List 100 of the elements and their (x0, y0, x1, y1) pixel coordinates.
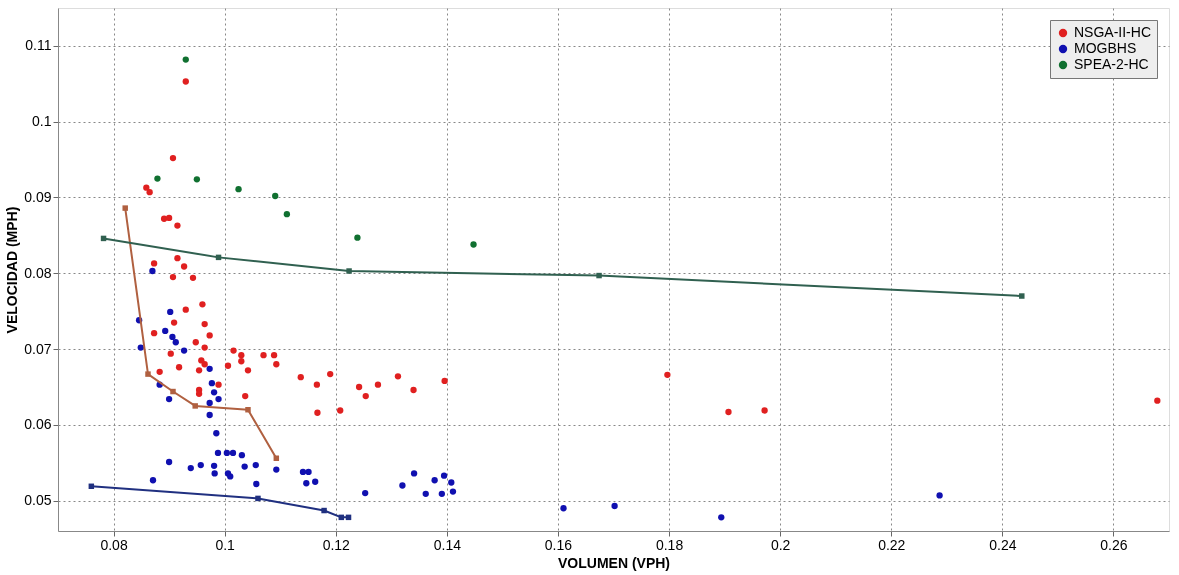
point (174, 254, 181, 262)
point (215, 381, 222, 388)
point (337, 407, 344, 414)
point (438, 490, 446, 498)
point (150, 330, 158, 337)
point (169, 154, 177, 162)
legend-label: NSGA-II-HC (1074, 24, 1151, 40)
point (272, 192, 279, 200)
point (199, 301, 206, 308)
point (192, 339, 199, 346)
point (244, 367, 252, 374)
point (596, 272, 602, 279)
x-tick-label: 0.22 (878, 536, 906, 553)
point (170, 319, 178, 326)
point (180, 347, 188, 354)
point (211, 470, 218, 477)
point (321, 507, 327, 514)
point (297, 373, 304, 381)
x-tick-label: 0.26 (1100, 536, 1128, 553)
point (172, 339, 179, 346)
point (197, 461, 204, 469)
point (156, 368, 163, 375)
point (143, 184, 150, 191)
point (206, 411, 213, 419)
point (208, 380, 216, 387)
point (441, 377, 448, 385)
point (346, 268, 352, 274)
legend-label: SPEA-2-HC (1074, 56, 1149, 72)
point (175, 364, 183, 371)
point (394, 373, 402, 380)
point (195, 367, 203, 374)
y-tick-label: 0.08 (24, 264, 52, 281)
point (149, 477, 157, 484)
y-tick-label: 0.1 (32, 113, 52, 130)
point (189, 274, 197, 281)
point (160, 215, 168, 222)
point (273, 361, 280, 368)
point (180, 263, 188, 270)
point (312, 478, 319, 485)
point (201, 361, 208, 368)
point (1019, 293, 1025, 299)
point (210, 389, 218, 396)
point (167, 308, 174, 316)
x-tick-label: 0.14 (433, 536, 462, 553)
point (165, 214, 173, 222)
point (213, 430, 220, 437)
point (238, 452, 246, 459)
point (664, 371, 671, 379)
point (245, 406, 251, 413)
point (215, 395, 222, 403)
point (362, 489, 369, 497)
point (167, 350, 174, 357)
point (210, 462, 218, 469)
point (182, 56, 189, 63)
point (314, 409, 321, 416)
point (410, 386, 417, 394)
point (374, 381, 382, 388)
point (182, 78, 189, 85)
point (238, 358, 245, 365)
point (214, 449, 222, 457)
point (303, 480, 310, 487)
point (470, 241, 477, 248)
point (255, 495, 261, 502)
point (162, 327, 169, 335)
x-tick-label: 0.12 (322, 536, 351, 553)
x-axis-title: VOLUMEN (VPH) (558, 554, 670, 571)
point (410, 470, 418, 477)
point (440, 472, 448, 479)
y-tick-label: 0.11 (25, 37, 52, 54)
point (725, 408, 732, 416)
point (146, 189, 153, 196)
point (270, 351, 278, 359)
point (229, 449, 237, 457)
y-axis-title: VELOCIDAD (MPH) (4, 206, 21, 334)
point (224, 362, 232, 369)
point (260, 351, 267, 359)
point (449, 488, 457, 495)
point (761, 407, 768, 414)
point (169, 333, 176, 341)
point (206, 332, 213, 339)
point (299, 468, 307, 476)
x-tick-label: 0.18 (655, 536, 684, 553)
point (242, 392, 249, 400)
point (169, 273, 177, 281)
point (187, 464, 194, 472)
point (165, 395, 173, 403)
point (195, 390, 203, 397)
point (327, 370, 334, 378)
point (448, 479, 455, 486)
point (238, 351, 245, 359)
point (201, 320, 208, 328)
point (273, 455, 280, 461)
point (313, 381, 321, 388)
x-tick-label: 0.24 (989, 536, 1017, 553)
point (223, 449, 231, 457)
point (362, 392, 369, 400)
y-tick-label: 0.07 (24, 340, 52, 357)
point (122, 205, 128, 211)
point (936, 492, 943, 499)
point (273, 466, 280, 473)
